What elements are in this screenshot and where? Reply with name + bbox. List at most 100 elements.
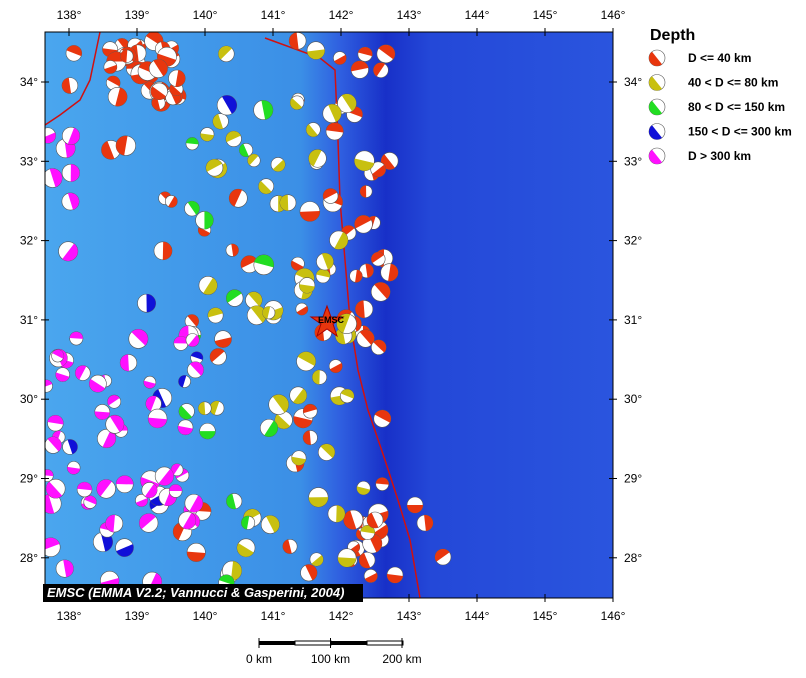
beachball-quadrant <box>282 539 292 554</box>
lon-label: 140° <box>193 8 218 22</box>
lat-label: 32° <box>20 234 38 248</box>
beachball-quadrant <box>115 87 128 107</box>
lon-label: 144° <box>465 8 490 22</box>
beachball-quadrant <box>222 95 237 114</box>
legend-label: 40 < D <= 80 km <box>688 76 778 90</box>
beachball-quadrant <box>308 149 322 167</box>
beachball-quadrant <box>364 572 378 583</box>
beachball-quadrant <box>218 45 232 60</box>
beachball-quadrant <box>135 498 148 507</box>
beachball-quadrant <box>151 96 161 110</box>
beachball-quadrant <box>231 243 239 257</box>
beachball-quadrant <box>107 395 120 406</box>
beachball-quadrant <box>75 365 87 380</box>
lat-label: 29° <box>624 472 642 486</box>
beachball-quadrant <box>321 253 334 270</box>
beachball-quadrant <box>272 159 286 172</box>
lon-label: 146° <box>601 609 626 623</box>
beachball-quadrant <box>49 168 63 188</box>
legend: D <= 40 km 40 < D <= 80 km 80 < D <= 150 k… <box>648 49 792 165</box>
beachball-quadrant <box>204 211 214 230</box>
lat-label: 28° <box>624 551 642 565</box>
beachball-quadrant <box>334 232 348 250</box>
beachball-quadrant <box>373 339 387 353</box>
beachball-quadrant <box>262 306 271 319</box>
beachball-quadrant <box>359 552 371 569</box>
beachball-quadrant <box>329 362 343 373</box>
beachball-quadrant <box>312 370 320 385</box>
beachball-quadrant <box>299 211 320 222</box>
beachball-quadrant <box>198 226 211 237</box>
lat-label: 31° <box>624 313 642 327</box>
beachball-quadrant <box>206 159 222 172</box>
beachball-quadrant <box>145 395 157 411</box>
scale-segment <box>366 640 404 646</box>
scale-label: 100 km <box>311 652 350 666</box>
lon-label: 146° <box>601 8 626 22</box>
beachball-quadrant <box>279 194 289 211</box>
beachball-quadrant <box>199 431 216 439</box>
beachball-quadrant <box>67 127 80 145</box>
beachball-quadrant <box>240 255 258 269</box>
beachball-quadrant <box>230 561 242 581</box>
beachball-quadrant <box>55 372 70 382</box>
beachball-quadrant <box>374 282 391 299</box>
lat-label: 34° <box>624 75 642 89</box>
lat-label: 33° <box>624 154 642 168</box>
beachball-quadrant <box>120 354 129 372</box>
lon-label: 139° <box>125 609 150 623</box>
beachball-quadrant <box>169 84 182 96</box>
scale-label: 0 km <box>246 652 272 666</box>
beachball-quadrant <box>248 291 263 307</box>
beachball-quadrant <box>305 564 318 581</box>
beachball-quadrant <box>229 189 243 207</box>
beachball-quadrant <box>150 86 166 100</box>
beachball-quadrant <box>343 510 357 530</box>
beachball-quadrant <box>45 469 54 477</box>
scale-label: 200 km <box>382 652 421 666</box>
scale-segment <box>331 641 367 645</box>
beachball-quadrant <box>148 417 167 428</box>
beachball-quadrant <box>186 137 199 145</box>
beachball-quadrant <box>173 336 188 344</box>
beachball-quadrant <box>388 263 399 282</box>
beachball-quadrant <box>356 486 371 495</box>
scale-bar: 0 km 100 km 200 km <box>246 638 422 666</box>
beachball-quadrant <box>239 143 249 157</box>
beachball-quadrant <box>334 54 347 65</box>
beachball-quadrant <box>47 436 62 452</box>
beachball-quadrant <box>649 149 662 164</box>
lon-label: 141° <box>261 609 286 623</box>
events <box>45 32 452 592</box>
beachball-quadrant <box>139 513 156 530</box>
legend-label: 80 < D <= 150 km <box>688 100 785 114</box>
beachball-quadrant <box>198 401 206 415</box>
beachball-quadrant <box>355 300 365 318</box>
beachball-quadrant <box>337 557 357 568</box>
beachball-quadrant <box>320 443 335 458</box>
beachball-quadrant <box>153 59 168 77</box>
beachball-quadrant <box>226 289 242 303</box>
beachball-quadrant <box>264 420 278 437</box>
beachball-quadrant <box>214 337 232 348</box>
beachball-quadrant <box>237 543 254 557</box>
beachball-quadrant <box>311 555 324 567</box>
lon-label: 141° <box>261 8 286 22</box>
beachball-quadrant <box>144 483 158 498</box>
beachball-quadrant <box>323 188 338 200</box>
beachball-quadrant <box>272 394 289 413</box>
beachball-quadrant <box>387 573 403 583</box>
beachball-quadrant <box>266 515 280 533</box>
beachball-quadrant <box>158 468 174 486</box>
beachball-quadrant <box>109 415 124 433</box>
lon-label: 142° <box>329 609 354 623</box>
beachball-quadrant <box>299 284 315 294</box>
beachball-quadrant <box>77 482 92 491</box>
epicenter-star <box>309 304 345 338</box>
beachball-quadrant <box>94 411 110 420</box>
beachball-quadrant <box>291 260 304 271</box>
beachball-quadrant <box>177 425 193 435</box>
beachball-quadrant <box>169 484 183 492</box>
lon-label: 138° <box>57 609 82 623</box>
beachball-quadrant <box>241 516 250 530</box>
